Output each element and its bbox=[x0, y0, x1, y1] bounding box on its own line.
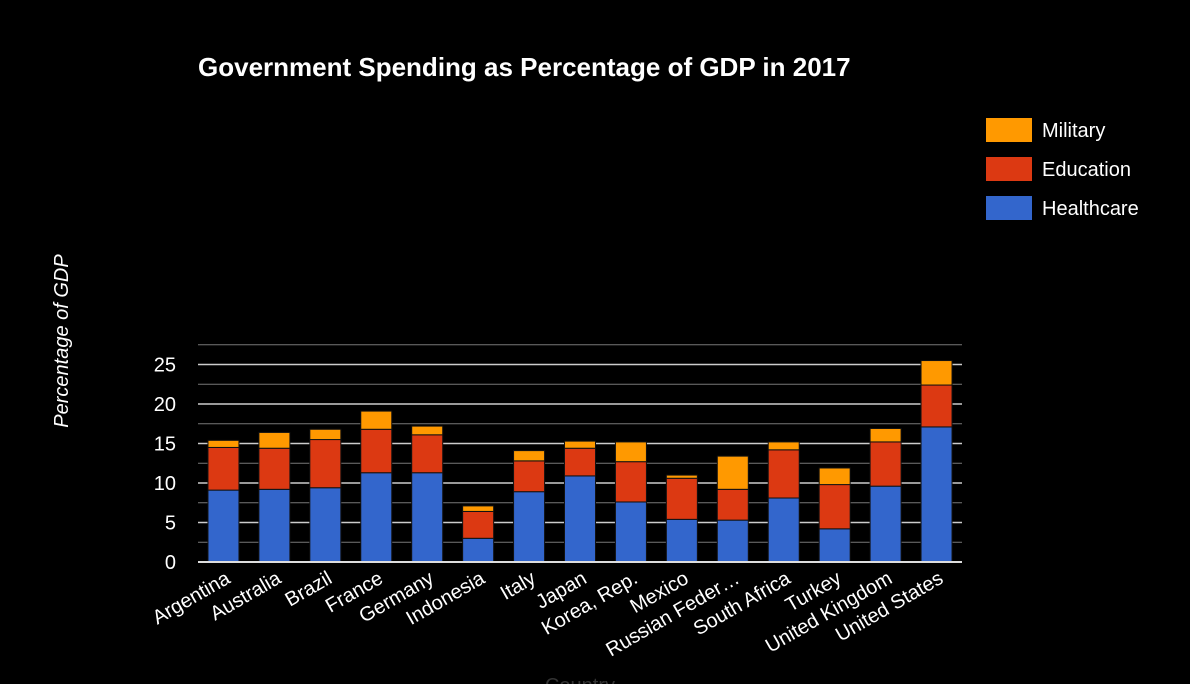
bar-military bbox=[207, 439, 240, 448]
bar-healthcare bbox=[869, 485, 902, 563]
bar-military bbox=[309, 428, 342, 441]
bar-education bbox=[716, 488, 749, 521]
bar-healthcare bbox=[411, 472, 444, 563]
y-tick-label: 10 bbox=[154, 473, 176, 495]
bar-healthcare bbox=[258, 488, 291, 563]
bar-healthcare bbox=[207, 489, 240, 563]
bar-military bbox=[665, 474, 698, 479]
bar-education bbox=[411, 434, 444, 474]
y-tick-label: 5 bbox=[165, 513, 176, 535]
x-tick-label: Italy bbox=[497, 567, 540, 604]
y-tick-label: 25 bbox=[154, 355, 176, 377]
bar-military bbox=[767, 441, 800, 451]
x-axis-label: Country bbox=[545, 675, 615, 684]
bar-education bbox=[309, 439, 342, 489]
bar-military bbox=[513, 450, 546, 462]
bar-military bbox=[614, 441, 647, 463]
bar-healthcare bbox=[513, 491, 546, 563]
bar-military bbox=[920, 360, 953, 386]
y-tick-label: 20 bbox=[154, 394, 176, 416]
bar-military bbox=[258, 431, 291, 449]
y-tick-label: 0 bbox=[165, 552, 176, 574]
legend-label-education: Education bbox=[1042, 159, 1131, 181]
bar-healthcare bbox=[920, 426, 953, 563]
legend: Military Education Healthcare bbox=[986, 118, 1139, 220]
bar-education bbox=[258, 447, 291, 490]
bar-education bbox=[665, 477, 698, 520]
bar-education bbox=[462, 510, 495, 539]
bar-military bbox=[564, 440, 596, 449]
legend-swatch-education bbox=[986, 157, 1032, 181]
bar-healthcare bbox=[767, 497, 800, 563]
chart-title: Government Spending as Percentage of GDP… bbox=[198, 52, 851, 82]
bar-military bbox=[818, 467, 851, 486]
bar-healthcare bbox=[564, 475, 596, 563]
bar-healthcare bbox=[462, 537, 495, 563]
bar-military bbox=[716, 455, 749, 490]
bar-education bbox=[614, 461, 647, 503]
bar-education bbox=[360, 428, 393, 474]
bar-military bbox=[462, 505, 495, 512]
legend-swatch-military bbox=[986, 118, 1032, 142]
bar-military bbox=[411, 425, 444, 436]
bar-education bbox=[767, 449, 800, 499]
bar-healthcare bbox=[665, 518, 698, 563]
y-axis-label: Percentage of GDP bbox=[51, 254, 73, 428]
bar-education bbox=[869, 441, 902, 487]
bar-healthcare bbox=[309, 487, 342, 563]
bar-healthcare bbox=[818, 528, 851, 563]
bar-military bbox=[360, 410, 393, 430]
bar-military bbox=[869, 427, 902, 443]
y-tick-label: 15 bbox=[154, 434, 176, 456]
bar-healthcare bbox=[360, 472, 393, 563]
bar-healthcare bbox=[716, 519, 749, 563]
legend-label-healthcare: Healthcare bbox=[1042, 198, 1139, 220]
bar-education bbox=[207, 446, 240, 491]
legend-swatch-healthcare bbox=[986, 196, 1032, 220]
bars bbox=[207, 360, 953, 563]
y-tick-labels: 0 5 10 15 20 25 bbox=[154, 355, 176, 575]
bar-education bbox=[564, 447, 596, 477]
bar-education bbox=[920, 384, 953, 428]
bar-healthcare bbox=[614, 501, 647, 563]
legend-label-military: Military bbox=[1042, 120, 1105, 142]
x-tick-labels: ArgentinaAustraliaBrazilFranceGermanyInd… bbox=[149, 567, 947, 662]
bar-education bbox=[818, 484, 851, 530]
bar-education bbox=[513, 460, 546, 493]
